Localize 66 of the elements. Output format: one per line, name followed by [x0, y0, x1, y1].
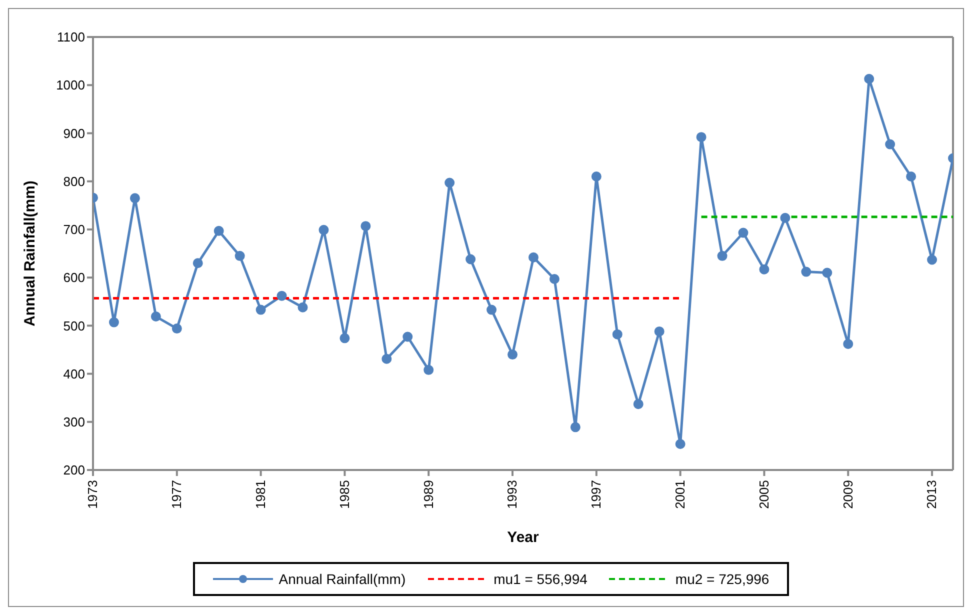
point [906, 172, 916, 182]
y-tick-label: 600 [63, 270, 85, 286]
point [675, 439, 686, 450]
point [150, 312, 161, 322]
x-tick-label: 1981 [253, 480, 268, 509]
legend-label: mu1 = 556,994 [494, 571, 588, 587]
point [192, 258, 203, 268]
point [801, 266, 812, 277]
point [654, 326, 664, 336]
point [382, 354, 392, 364]
x-tick-label: 1977 [169, 480, 184, 509]
point [172, 324, 182, 334]
point [864, 74, 874, 84]
point [276, 290, 287, 301]
y-tick-label: 1000 [56, 78, 85, 93]
point [234, 250, 245, 261]
point [360, 221, 371, 232]
y-tick-label: 1100 [57, 30, 85, 45]
x-tick-label: 2001 [672, 480, 688, 509]
point [466, 254, 476, 264]
x-tick-label: 1997 [588, 480, 604, 509]
legend-label: mu2 = 725,996 [675, 571, 770, 587]
point [528, 252, 538, 262]
point [759, 264, 770, 274]
x-tick-label: 1973 [85, 480, 100, 509]
legend-label: Annual Rainfall(mm) [278, 571, 406, 587]
point [130, 193, 140, 204]
x-tick-label: 2009 [840, 480, 856, 509]
x-tick-label: 2005 [756, 480, 772, 509]
point [340, 333, 350, 344]
point [780, 212, 790, 223]
y-tick-label: 400 [63, 366, 85, 382]
point [696, 132, 706, 142]
point [424, 364, 434, 375]
point [214, 226, 224, 236]
point [402, 332, 413, 342]
y-axis-title: Annual Rainfall(mm) [21, 180, 38, 326]
point [885, 139, 896, 150]
point [612, 329, 622, 340]
point [508, 350, 518, 360]
point [570, 422, 580, 432]
y-tick-label: 300 [63, 414, 85, 430]
point [822, 268, 832, 278]
point [318, 224, 329, 235]
point [444, 178, 455, 188]
point [549, 274, 560, 284]
point [298, 302, 308, 312]
y-tick-label: 700 [63, 222, 85, 238]
point [633, 399, 644, 410]
x-axis-title: Year [507, 529, 540, 546]
y-tick-label: 900 [63, 126, 85, 141]
y-tick-label: 200 [63, 462, 85, 478]
point [591, 172, 602, 182]
point [843, 338, 854, 349]
x-tick-label: 1989 [420, 480, 436, 509]
x-tick-label: 1985 [336, 480, 352, 509]
point [486, 304, 497, 315]
y-tick-label: 500 [63, 318, 85, 334]
point [256, 304, 266, 315]
point [738, 228, 748, 238]
point [108, 317, 119, 328]
point [717, 250, 728, 261]
y-tick-label: 800 [63, 174, 85, 189]
x-tick-label: 1993 [504, 480, 520, 509]
x-tick-label: 2013 [924, 480, 940, 509]
point [927, 254, 938, 265]
